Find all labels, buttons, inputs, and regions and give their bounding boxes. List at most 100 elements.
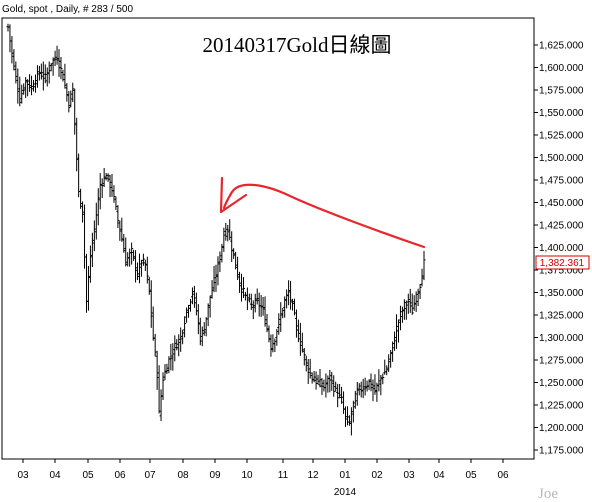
ohlc-bar	[45, 67, 49, 87]
ohlc-bar	[220, 243, 224, 263]
ohlc-bar	[145, 256, 149, 284]
ohlc-bar	[373, 374, 377, 395]
ohlc-bar	[65, 83, 69, 102]
ohlc-bar	[61, 69, 65, 82]
ohlc-bar	[328, 369, 332, 393]
y-tick-label: 1,550.000	[539, 108, 584, 119]
ohlc-bar	[265, 313, 269, 333]
ohlc-bar	[345, 406, 349, 426]
x-tick-label: 06	[497, 470, 509, 481]
ohlc-bar	[63, 63, 67, 89]
y-tick-label: 1,500.000	[539, 153, 584, 164]
ohlc-bar	[251, 300, 255, 320]
ohlc-bar	[302, 348, 306, 366]
ohlc-bar	[96, 188, 100, 226]
ohlc-bar	[389, 349, 393, 368]
ohlc-bar	[344, 406, 348, 427]
ohlc-bar	[35, 65, 39, 88]
ohlc-bar	[391, 341, 395, 362]
ohlc-bar	[292, 298, 296, 316]
ohlc-bar	[385, 365, 389, 376]
ohlc-bar	[308, 358, 312, 379]
ohlc-bar	[294, 309, 298, 338]
ohlc-bar	[222, 227, 226, 252]
ohlc-bar	[39, 63, 43, 80]
ohlc-bar	[149, 280, 153, 328]
ohlc-bar	[285, 289, 289, 309]
y-tick-label: 1,600.000	[539, 63, 584, 74]
ohlc-bar	[169, 343, 173, 371]
ohlc-bar	[349, 407, 353, 436]
ohlc-bar	[267, 325, 271, 343]
x-tick-label: 07	[144, 470, 156, 481]
ohlc-bar	[206, 303, 210, 327]
chart-header: Gold, spot , Daily, # 283 / 500	[2, 4, 133, 15]
ohlc-bar	[88, 245, 92, 283]
ohlc-bar	[10, 36, 14, 64]
ohlc-bar	[14, 61, 18, 84]
current-price-box	[535, 255, 590, 270]
ohlc-bar	[298, 322, 302, 356]
ohlc-bar	[375, 382, 379, 402]
ohlc-bar	[420, 268, 424, 287]
ohlc-bar	[283, 296, 287, 318]
ohlc-bar	[33, 74, 37, 93]
ohlc-bar	[210, 280, 214, 299]
ohlc-bar	[259, 295, 263, 317]
ohlc-bar	[79, 188, 83, 209]
price-bars	[6, 23, 426, 436]
ohlc-bar	[90, 232, 94, 268]
ohlc-bar	[134, 250, 138, 283]
ohlc-bar	[32, 80, 36, 92]
ohlc-bar	[296, 319, 300, 343]
y-tick-label: 1,375.000	[539, 266, 584, 277]
ohlc-bar	[306, 359, 310, 384]
ohlc-bar	[67, 90, 71, 113]
ohlc-bar	[16, 68, 20, 104]
ohlc-bar	[361, 378, 365, 399]
ohlc-bar	[214, 264, 218, 292]
ohlc-bar	[24, 77, 28, 99]
ohlc-bar	[261, 296, 265, 316]
ohlc-bar	[422, 250, 426, 281]
ohlc-bar	[320, 378, 324, 395]
ohlc-bar	[132, 249, 136, 261]
ohlc-bar	[418, 283, 422, 300]
ohlc-bar	[300, 332, 304, 353]
ohlc-bar	[230, 231, 234, 262]
ohlc-bar	[18, 76, 22, 107]
ohlc-bar	[395, 314, 399, 349]
ohlc-bar	[324, 373, 328, 398]
ohlc-bar	[41, 61, 45, 91]
ohlc-bar	[355, 381, 359, 406]
ohlc-bar	[393, 331, 397, 351]
year-label: 2014	[334, 487, 357, 498]
ohlc-bar	[171, 343, 175, 371]
ohlc-bar	[141, 253, 145, 266]
y-tick-label: 1,475.000	[539, 176, 584, 187]
ohlc-bar	[104, 172, 108, 181]
ohlc-bar	[226, 224, 230, 242]
ohlc-bar	[161, 372, 165, 401]
ohlc-bar	[277, 313, 281, 335]
x-tick-label: 04	[433, 470, 445, 481]
y-tick-label: 1,350.000	[539, 288, 584, 299]
ohlc-bar	[340, 386, 344, 404]
y-tick-label: 1,225.000	[539, 401, 584, 412]
ohlc-bar	[263, 296, 267, 327]
ohlc-bar	[398, 305, 402, 331]
ohlc-bar	[379, 374, 383, 396]
ohlc-bar	[232, 248, 236, 259]
ohlc-bar	[289, 280, 293, 310]
signature-watermark: Joe	[538, 486, 558, 502]
ohlc-bar	[381, 373, 385, 385]
ohlc-bar	[330, 371, 334, 391]
ohlc-bar	[291, 298, 295, 311]
ohlc-bar	[347, 415, 351, 426]
y-axis: 1,625.000 1,600.000 1,575.000 1,550.000 1,52…	[534, 41, 584, 457]
ohlc-bar	[20, 84, 24, 104]
ohlc-bar	[130, 242, 134, 265]
ohlc-bar	[234, 251, 238, 270]
ohlc-bar	[377, 369, 381, 392]
ohlc-bar	[165, 363, 169, 374]
